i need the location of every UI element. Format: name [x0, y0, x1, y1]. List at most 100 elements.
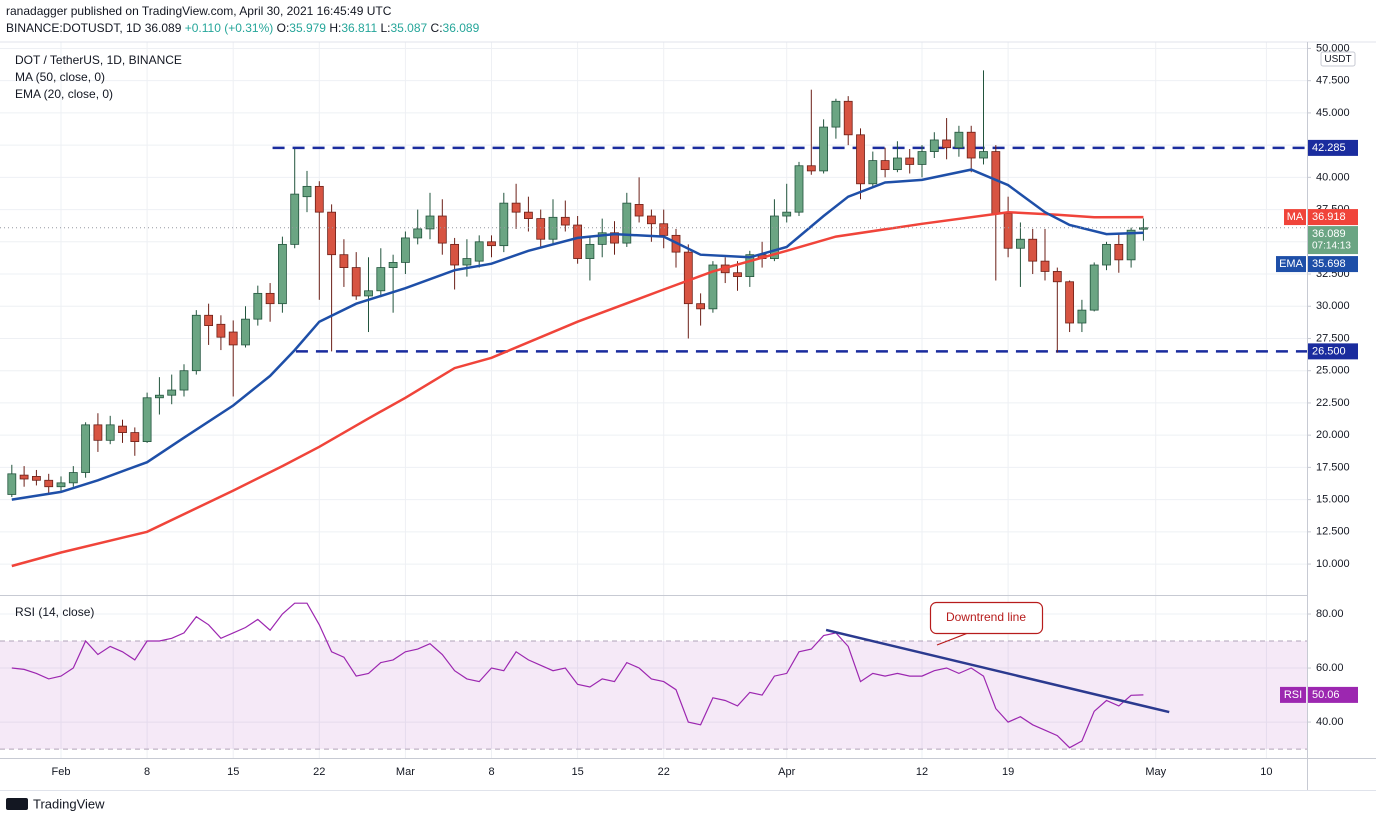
candle-body: [745, 254, 755, 278]
candle-body: [401, 237, 410, 263]
x-tick-label: 22: [313, 766, 325, 778]
candle-body: [327, 211, 337, 256]
rsi-legend: RSI (14, close): [15, 605, 94, 619]
y-tick-label: 47.500: [1316, 75, 1350, 87]
candle-body: [634, 204, 644, 217]
x-tick-label: 8: [488, 766, 494, 778]
candle-body: [991, 151, 1001, 214]
candle-body: [179, 370, 189, 391]
candle-body: [573, 224, 583, 259]
candle-body: [216, 323, 226, 338]
annotation-text: Downtrend line: [946, 610, 1026, 624]
y-tick-label: 50.000: [1316, 42, 1350, 54]
candle-body: [450, 243, 460, 266]
level-label-box: [1308, 343, 1358, 360]
annotation: Downtrend line: [929, 601, 1044, 646]
unit: USDT: [1324, 54, 1351, 65]
candle-body: [7, 473, 17, 495]
rsi-tick-label: 40.00: [1316, 716, 1344, 728]
candle-body: [622, 202, 632, 244]
candle-body: [1052, 271, 1062, 283]
c-label: C:: [431, 21, 443, 35]
candle-body: [487, 241, 496, 247]
rsi-tick-label: 60.00: [1316, 662, 1344, 674]
candle-body: [68, 472, 78, 484]
axes: Feb 8 15 22 Mar 8 15 22 Apr 12 19 May 10 10.000 12.500…: [52, 42, 1358, 778]
candle-body: [351, 267, 361, 297]
ema-value-label: 35.698: [1312, 258, 1346, 270]
candle-body: [155, 394, 164, 399]
last-price: 36.089: [145, 21, 182, 35]
rsi-band: [0, 641, 1307, 750]
x-tick-label: 19: [1002, 766, 1014, 778]
candle-body: [708, 264, 718, 310]
y-tick-label: 17.500: [1316, 461, 1350, 473]
level-label: 42.285: [1312, 142, 1346, 154]
trendline: [825, 628, 1170, 714]
candle-body: [81, 424, 91, 473]
candle-body: [32, 476, 41, 481]
candle-body: [843, 100, 853, 136]
candle-body: [819, 126, 829, 172]
ma-tag: MA: [1287, 211, 1304, 223]
candle-body: [511, 202, 521, 213]
ma-tag-box: [1284, 209, 1306, 226]
ma-legend: MA (50, close, 0): [15, 70, 105, 84]
rsi-tick-label: 80.00: [1316, 608, 1344, 620]
x-tick-label: 10: [1260, 766, 1272, 778]
x-tick-label: Feb: [52, 766, 71, 778]
x-tick-label: May: [1145, 766, 1166, 778]
y-tick-label: 30.000: [1316, 300, 1350, 312]
rsi-value-label: 50.06: [1312, 689, 1340, 701]
candle-body: [44, 479, 54, 488]
candle-body: [782, 211, 792, 217]
indicator-line: [11, 210, 1144, 568]
x-tick-label: 12: [916, 766, 928, 778]
candle-body: [585, 243, 595, 259]
candle-body: [204, 314, 214, 326]
candle-body: [241, 318, 250, 346]
rsi-line: [11, 602, 1144, 749]
candle-body: [228, 331, 238, 346]
countdown: 07:14:13: [1312, 241, 1351, 252]
symbol-line: BINANCE:DOTUSDT, 1D 36.089 +0.110 (+0.31…: [6, 21, 480, 35]
logo-text: TradingView: [33, 796, 105, 811]
candle-body: [954, 131, 964, 149]
rsi-tag-box: [1280, 686, 1306, 703]
grid: [0, 42, 1307, 758]
y-tick-label: 40.000: [1316, 171, 1350, 183]
candle-body: [425, 215, 435, 230]
candle-body: [93, 424, 103, 441]
l-label: L:: [380, 21, 390, 35]
o-value: 35.979: [289, 21, 326, 35]
x-tick-label: Apr: [778, 766, 795, 778]
rsi-pane: [0, 602, 1307, 750]
candle-body: [880, 160, 890, 171]
symbol: BINANCE:DOTUSDT, 1D: [6, 21, 142, 35]
candle-body: [929, 139, 939, 152]
rsi-value-label-box: [1308, 686, 1358, 703]
candle-body: [376, 267, 386, 292]
x-tick-label: 8: [144, 766, 150, 778]
y-tick-label: 45.000: [1316, 107, 1350, 119]
candle-body: [364, 290, 373, 297]
x-tick-label: Mar: [396, 766, 415, 778]
chart-title: DOT / TetherUS, 1D, BINANCE: [15, 53, 182, 67]
candle-body: [302, 185, 312, 198]
candle-body: [1102, 243, 1111, 266]
candle-body: [560, 216, 570, 226]
candle-body: [524, 211, 533, 219]
candle-body: [499, 202, 509, 247]
candle-body: [19, 474, 29, 480]
last-price-box: [1308, 226, 1358, 255]
candle-body: [610, 232, 619, 244]
candle-body: [105, 424, 115, 441]
candle-body: [806, 165, 816, 172]
candle-body: [868, 160, 878, 185]
candle-body: [893, 157, 902, 171]
candle-body: [278, 243, 287, 305]
candle-body: [597, 232, 607, 245]
x-tick-label: 15: [227, 766, 239, 778]
